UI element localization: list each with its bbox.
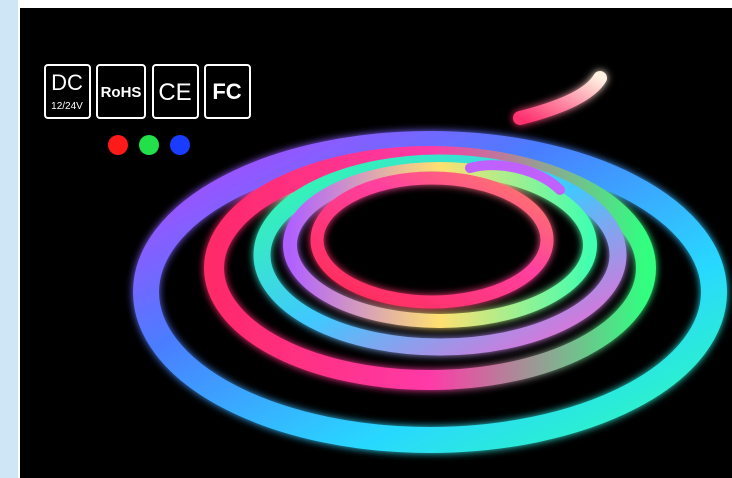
strip-end bbox=[465, 160, 565, 195]
side-strip bbox=[0, 0, 18, 478]
badge-label: RoHS bbox=[101, 84, 142, 101]
badge-label: DC bbox=[51, 70, 83, 95]
badge-label: CE bbox=[158, 79, 191, 106]
led-coil bbox=[133, 71, 727, 453]
badge-sublabel: 12/24V bbox=[51, 101, 83, 112]
inner-ring bbox=[310, 171, 554, 309]
badge-label: FC bbox=[212, 79, 241, 104]
outer-ring bbox=[133, 131, 727, 453]
ring bbox=[283, 162, 597, 328]
green-dot bbox=[139, 135, 159, 155]
certification-badges: DC 12/24V RoHS CE FC bbox=[44, 64, 251, 119]
strip-tail bbox=[513, 71, 607, 125]
blue-dot bbox=[170, 135, 190, 155]
red-dot bbox=[108, 135, 128, 155]
badge-frame bbox=[152, 64, 199, 119]
color-dots bbox=[108, 135, 190, 155]
badge-frame bbox=[204, 64, 251, 119]
badge-frame bbox=[44, 64, 91, 119]
badge-frame bbox=[96, 64, 146, 119]
